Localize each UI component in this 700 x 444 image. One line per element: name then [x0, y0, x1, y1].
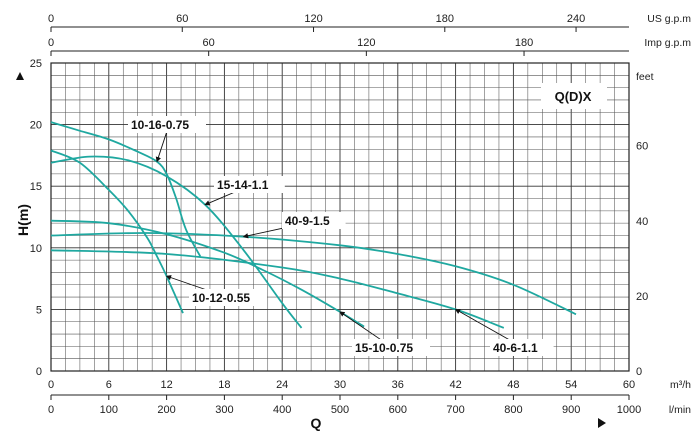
left-axis: 0 5 10 15 20 25: [30, 58, 42, 378]
lmin-tick-label: 900: [562, 404, 580, 416]
m3h-tick-label: 6: [106, 379, 112, 391]
lmin-tick-label: 700: [446, 404, 464, 416]
feet-unit: feet: [636, 71, 654, 83]
model-title: Q(D)X: [555, 89, 592, 104]
m3h-tick-label: 0: [48, 379, 54, 391]
h-tick-label: 5: [36, 304, 42, 316]
curve-labels: 10-16-0.75 15-14-1.1 40-9-1.5 10-12-0.55 15-…: [128, 116, 554, 356]
feet-tick-label: 60: [636, 141, 648, 153]
lmin-tick-label: 200: [157, 404, 175, 416]
m3h-tick-label: 48: [507, 379, 519, 391]
curve-label: 15-14-1.1: [217, 178, 269, 192]
lmin-tick-label: 800: [504, 404, 522, 416]
curve-label: 15-10-0.75: [355, 341, 413, 355]
curve-10-16-0.75: [50, 121, 202, 257]
label-background: [352, 339, 430, 356]
label-background: [189, 289, 267, 306]
h-tick-label: 25: [30, 58, 42, 70]
label-background: [214, 176, 285, 193]
plot-border: [50, 62, 630, 372]
m3h-tick-label: 24: [276, 379, 288, 391]
model-title-box: [541, 83, 607, 109]
lmin-tick-label: 0: [48, 404, 54, 416]
us-gpm-tick-label: 180: [436, 13, 454, 25]
imp-gpm-tick-label: 180: [515, 37, 533, 49]
lmin-tick-label: 300: [215, 404, 233, 416]
lmin-unit: l/min: [669, 404, 691, 416]
h-tick-label: 20: [30, 120, 42, 132]
m3h-tick-label: 54: [565, 379, 577, 391]
curve-10-12-0.55: [50, 149, 184, 314]
m3h-unit: m³/h: [670, 379, 691, 391]
h-tick-label: 0: [36, 366, 42, 378]
curve-label: 40-9-1.5: [285, 214, 330, 228]
label-background: [128, 116, 206, 133]
us-gpm-unit: US g.p.m: [647, 13, 691, 25]
curve-40-9-1.5: [50, 232, 577, 316]
m3h-tick-label: 60: [623, 379, 635, 391]
top-axes: 0 60 120 180 240 US g.p.m 0 60 120 180 Imp g.p.m: [48, 13, 691, 56]
feet-tick-label: 40: [636, 216, 648, 228]
y-axis-title: H(m): [15, 204, 31, 236]
us-gpm-tick-label: 0: [48, 13, 54, 25]
imp-gpm-tick-label: 0: [48, 37, 54, 49]
imp-gpm-tick-label: 60: [203, 37, 215, 49]
curve-label: 10-12-0.55: [192, 291, 250, 305]
us-gpm-tick-label: 120: [304, 13, 322, 25]
feet-tick-label: 0: [636, 366, 642, 378]
lmin-tick-label: 1000: [617, 404, 641, 416]
m3h-tick-label: 30: [334, 379, 346, 391]
m3h-tick-label: 12: [160, 379, 172, 391]
m3h-tick-label: 36: [392, 379, 404, 391]
us-gpm-tick-label: 240: [567, 13, 585, 25]
us-gpm-tick-label: 60: [176, 13, 188, 25]
x-axis-arrow-icon: [598, 418, 606, 428]
curve-15-10-0.75: [50, 219, 365, 328]
m3h-tick-label: 18: [218, 379, 230, 391]
curve-label: 10-16-0.75: [131, 118, 189, 132]
h-tick-label: 15: [30, 181, 42, 193]
imp-gpm-tick-label: 120: [357, 37, 375, 49]
lmin-tick-label: 400: [273, 404, 291, 416]
imp-gpm-unit: Imp g.p.m: [644, 37, 691, 49]
plot-grid: [50, 62, 630, 372]
label-background: [282, 212, 346, 229]
feet-tick-label: 20: [636, 291, 648, 303]
curve-15-14-1.1: [50, 155, 303, 329]
h-tick-label: 10: [30, 243, 42, 255]
m3h-tick-label: 42: [449, 379, 461, 391]
x-axis-title: Q: [311, 415, 322, 431]
curve-label: 40-6-1.1: [493, 341, 538, 355]
label-background: [490, 339, 554, 356]
bottom-axes: 0 6 12 18 24 30 36 42 48 54 60 m³/h 0 100 200 300 400 500…: [48, 379, 691, 416]
lmin-tick-label: 600: [389, 404, 407, 416]
lmin-tick-label: 500: [331, 404, 349, 416]
y-axis-arrow-icon: [16, 72, 24, 80]
plot-frame: [50, 62, 630, 372]
right-axis: feet 0 20 40 60: [636, 71, 654, 378]
lmin-tick-label: 100: [100, 404, 118, 416]
